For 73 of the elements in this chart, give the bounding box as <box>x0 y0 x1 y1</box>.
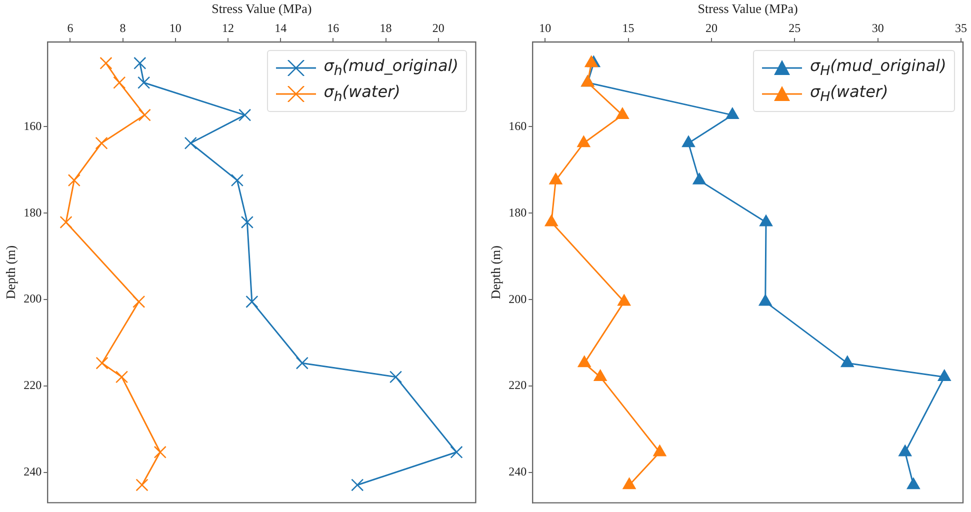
point <box>184 136 197 150</box>
point <box>758 294 772 306</box>
y-tick-label: 220 <box>24 378 42 392</box>
point <box>898 444 912 456</box>
y-tick-label: 180 <box>24 205 42 220</box>
x-tick-label: 16 <box>327 20 340 35</box>
y-axis-title: Depth (m) <box>488 246 504 300</box>
x-tick-label: 20 <box>705 20 718 35</box>
y-tick-label: 180 <box>508 205 527 220</box>
point <box>138 108 151 122</box>
point <box>246 295 258 308</box>
x-tick-label: 30 <box>872 20 884 35</box>
x-tick-label: 14 <box>274 20 287 35</box>
point <box>653 444 666 456</box>
point <box>549 172 562 184</box>
point <box>138 76 150 89</box>
legend-label: σ$_{H}$(water) <box>810 82 888 106</box>
legend-label: σ$_{h}$(water) <box>324 82 400 106</box>
point <box>351 478 364 492</box>
point <box>622 478 636 490</box>
x-tick-label: 10 <box>169 20 182 35</box>
x-tick-label: 18 <box>380 20 392 35</box>
point <box>906 478 920 490</box>
point <box>938 370 951 382</box>
x-tick-label: 25 <box>788 20 801 35</box>
point <box>616 108 629 120</box>
point <box>240 216 254 229</box>
point <box>134 56 146 70</box>
y-tick-label: 220 <box>508 378 527 392</box>
point <box>594 370 607 382</box>
point <box>296 356 308 370</box>
point <box>577 136 590 148</box>
legend-label: σ$_{H}$(mud_original) <box>810 56 946 80</box>
point <box>95 136 108 150</box>
point <box>132 295 146 308</box>
point <box>450 446 463 458</box>
y-tick-label: 160 <box>508 118 527 133</box>
point <box>96 356 108 370</box>
point <box>692 172 706 184</box>
point <box>840 356 854 368</box>
y-tick-label: 160 <box>24 118 42 133</box>
x-tick-label: 35 <box>955 20 968 35</box>
point <box>682 136 696 148</box>
point <box>389 370 402 384</box>
point <box>68 174 80 187</box>
point <box>113 76 126 89</box>
y-tick-label: 200 <box>24 292 42 306</box>
x-tick-label: 6 <box>67 20 74 35</box>
point <box>154 446 166 458</box>
legend-label: σ$_{h}$(mud_original) <box>324 56 458 80</box>
point <box>544 214 558 226</box>
y-axis-title: Depth (m) <box>3 245 18 300</box>
x-axis-title: Stress Value (MPa) <box>212 1 312 16</box>
point <box>238 108 252 122</box>
x-axis-title: Stress Value (MPa) <box>698 1 798 16</box>
point <box>618 294 631 306</box>
x-tick-label: 15 <box>622 20 634 35</box>
y-tick-label: 240 <box>24 464 42 479</box>
point <box>726 108 739 120</box>
x-tick-label: 20 <box>432 20 444 35</box>
point <box>584 56 598 68</box>
point <box>136 478 148 492</box>
point <box>60 216 72 229</box>
point <box>759 214 773 226</box>
point <box>578 356 591 368</box>
y-tick-label: 200 <box>508 292 527 306</box>
point <box>100 56 112 70</box>
point <box>115 370 128 384</box>
x-tick-label: 12 <box>222 20 234 35</box>
x-tick-label: 10 <box>539 20 552 35</box>
y-tick-label: 240 <box>508 464 527 479</box>
x-tick-label: 8 <box>120 20 126 35</box>
point <box>230 174 244 187</box>
